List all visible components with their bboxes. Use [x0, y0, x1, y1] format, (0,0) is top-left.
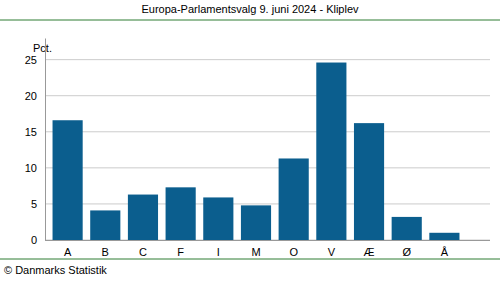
- footer-rule: [0, 259, 500, 260]
- x-tick: Æ: [364, 240, 375, 258]
- bar: [279, 158, 309, 240]
- grid-line: [45, 167, 490, 168]
- y-tick-label: 10: [25, 162, 37, 174]
- grid-line: [45, 59, 490, 60]
- y-tick: 25: [25, 54, 45, 66]
- x-tick: M: [251, 240, 260, 258]
- bar: [53, 120, 83, 240]
- x-tick-label: A: [64, 246, 72, 258]
- y-axis-line: [45, 39, 46, 241]
- x-tick: C: [139, 240, 147, 258]
- y-tick-label: 20: [25, 90, 37, 102]
- x-tick: A: [64, 240, 72, 258]
- bars: [53, 63, 460, 240]
- x-tick: I: [217, 240, 220, 258]
- x-tick: V: [328, 240, 336, 258]
- x-tick: B: [102, 240, 109, 258]
- y-axis: 0 5 10 15 20 25: [25, 39, 46, 247]
- x-tick-label: Ø: [402, 246, 411, 258]
- x-tick-label: Æ: [364, 246, 375, 258]
- source: © Danmarks Statistik: [4, 264, 107, 276]
- bar: [90, 210, 120, 240]
- grid-line: [45, 95, 490, 96]
- bar: [241, 205, 271, 240]
- x-tick-label: F: [177, 246, 184, 258]
- x-tick-label: V: [328, 246, 336, 258]
- x-axis-line: [45, 240, 490, 241]
- header-rule: [0, 20, 500, 21]
- x-tick: Å: [441, 240, 449, 258]
- bar: [392, 217, 422, 240]
- x-tick-label: O: [289, 246, 298, 258]
- bar: [354, 123, 384, 240]
- y-tick-label: 5: [31, 198, 37, 210]
- y-tick-label: 25: [25, 54, 37, 66]
- y-axis-label: Pct.: [33, 42, 52, 54]
- x-tick: O: [289, 240, 298, 258]
- x-tick-label: I: [217, 246, 220, 258]
- title: Europa-Parlamentsvalg 9. juni 2024 - Kli…: [141, 3, 359, 15]
- grid: [45, 60, 490, 240]
- chart: Europa-Parlamentsvalg 9. juni 2024 - Kli…: [0, 0, 500, 282]
- y-tick: 15: [25, 126, 45, 138]
- x-tick: Ø: [402, 240, 411, 258]
- y-tick-label: 0: [31, 234, 37, 246]
- y-tick: 10: [25, 162, 45, 174]
- y-tick-label: 15: [25, 126, 37, 138]
- x-tick-label: B: [102, 246, 109, 258]
- x-tick-label: Å: [441, 246, 449, 258]
- bar: [203, 197, 233, 240]
- x-tick-label: M: [251, 246, 260, 258]
- x-axis: ABCFIMOVÆØÅ: [45, 240, 490, 258]
- x-tick-label: C: [139, 246, 147, 258]
- y-tick: 5: [31, 198, 45, 210]
- bar: [128, 195, 158, 240]
- y-tick: 20: [25, 90, 45, 102]
- bar: [429, 233, 459, 240]
- bar: [166, 187, 196, 240]
- x-tick: F: [177, 240, 184, 258]
- grid-line: [45, 203, 490, 204]
- bar: [316, 63, 346, 240]
- grid-line: [45, 131, 490, 132]
- y-tick: 0: [31, 234, 45, 246]
